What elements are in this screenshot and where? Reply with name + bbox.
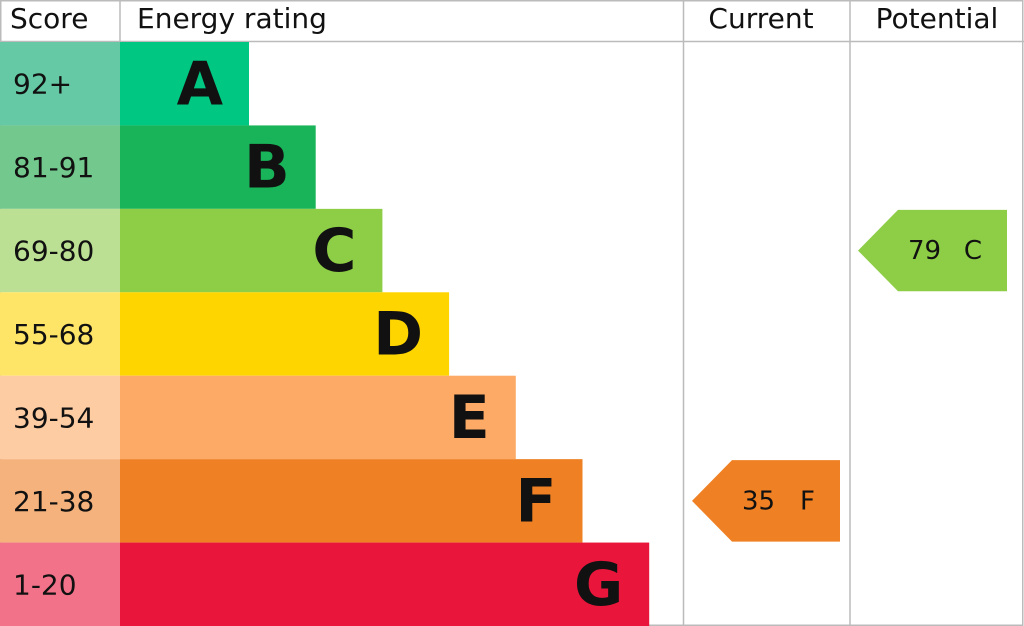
header-rating: Energy rating bbox=[137, 2, 327, 35]
rating-letter: C bbox=[312, 216, 356, 286]
current-value: 35 bbox=[742, 486, 775, 516]
current-letter: F bbox=[800, 486, 815, 516]
rating-letter: E bbox=[449, 383, 490, 453]
potential-value: 79 bbox=[908, 236, 941, 266]
rating-bar bbox=[120, 125, 316, 209]
score-label: 92+ bbox=[13, 68, 72, 101]
rating-letter: F bbox=[516, 466, 557, 536]
score-cell bbox=[0, 42, 120, 126]
score-label: 69-80 bbox=[13, 235, 94, 268]
current-arrow bbox=[692, 460, 840, 542]
rating-bar bbox=[120, 459, 583, 543]
header-score: Score bbox=[10, 2, 88, 35]
score-cell bbox=[0, 292, 120, 376]
score-cell bbox=[0, 542, 120, 626]
score-label: 1-20 bbox=[13, 568, 77, 601]
rating-bar bbox=[120, 542, 650, 626]
score-label: 55-68 bbox=[13, 318, 94, 351]
score-cell bbox=[0, 208, 120, 293]
score-cell bbox=[0, 375, 120, 460]
potential-letter: C bbox=[964, 236, 982, 266]
score-label: 21-38 bbox=[13, 485, 94, 518]
score-label: 81-91 bbox=[13, 151, 94, 184]
potential-arrow bbox=[858, 209, 1007, 292]
score-label: 39-54 bbox=[13, 401, 94, 434]
header-potential: Potential bbox=[876, 2, 999, 35]
header-current: Current bbox=[708, 2, 813, 35]
rating-letter: B bbox=[244, 133, 290, 203]
rating-letter: A bbox=[177, 49, 224, 119]
rating-bar bbox=[120, 42, 249, 126]
rating-bar bbox=[120, 292, 450, 376]
rating-letter: G bbox=[574, 550, 623, 620]
score-cell bbox=[0, 125, 120, 209]
rating-bar bbox=[120, 375, 516, 460]
rating-bar bbox=[120, 208, 383, 293]
score-cell bbox=[0, 459, 120, 543]
rating-letter: D bbox=[373, 300, 423, 370]
